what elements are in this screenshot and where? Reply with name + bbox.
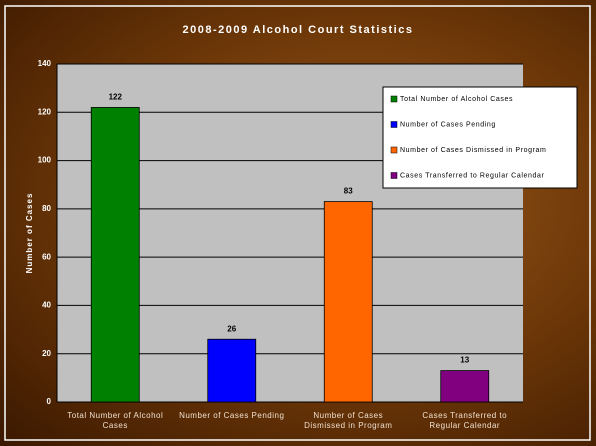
x-tick-label: Number of Cases Pending — [179, 411, 285, 420]
y-tick-label: 140 — [38, 59, 52, 68]
data-label: 83 — [344, 187, 353, 196]
legend-box — [382, 86, 578, 189]
frame — [4, 5, 591, 441]
legend-label: Number of Cases Pending — [400, 121, 496, 128]
y-tick-label: 100 — [38, 156, 52, 165]
legend-swatch — [390, 121, 398, 128]
x-tick-label: Number of Cases Dismissed in Program — [304, 411, 393, 430]
y-tick-label: 20 — [42, 349, 51, 358]
y-tick-label: 60 — [42, 252, 51, 261]
chart-title: 2008-2009 Alcohol Court Statistics — [183, 24, 414, 36]
data-label: 122 — [109, 93, 123, 102]
legend-swatch — [390, 95, 398, 103]
y-tick-label: 80 — [42, 204, 51, 213]
legend-swatch — [390, 146, 398, 154]
x-tick-label: Total Number of Alcohol Cases — [67, 411, 164, 430]
bar — [440, 370, 490, 403]
y-axis-label: Number of Cases — [25, 193, 34, 274]
legend-label: Number of Cases Dismissed in Program — [400, 147, 546, 154]
legend-swatch — [390, 172, 398, 179]
legend-label: Cases Transferred to Regular Calendar — [400, 172, 544, 179]
x-tick-label: Cases Transferred to Regular Calendar — [422, 411, 508, 430]
legend-label: Total Number of Alcohol Cases — [400, 96, 513, 103]
bar — [207, 338, 257, 403]
y-tick-label: 40 — [42, 301, 51, 310]
bar — [90, 107, 140, 403]
bar — [323, 201, 373, 403]
data-label: 13 — [460, 356, 469, 365]
y-tick-label: 0 — [47, 397, 52, 406]
y-tick-label: 120 — [38, 107, 52, 116]
data-label: 26 — [227, 324, 236, 333]
